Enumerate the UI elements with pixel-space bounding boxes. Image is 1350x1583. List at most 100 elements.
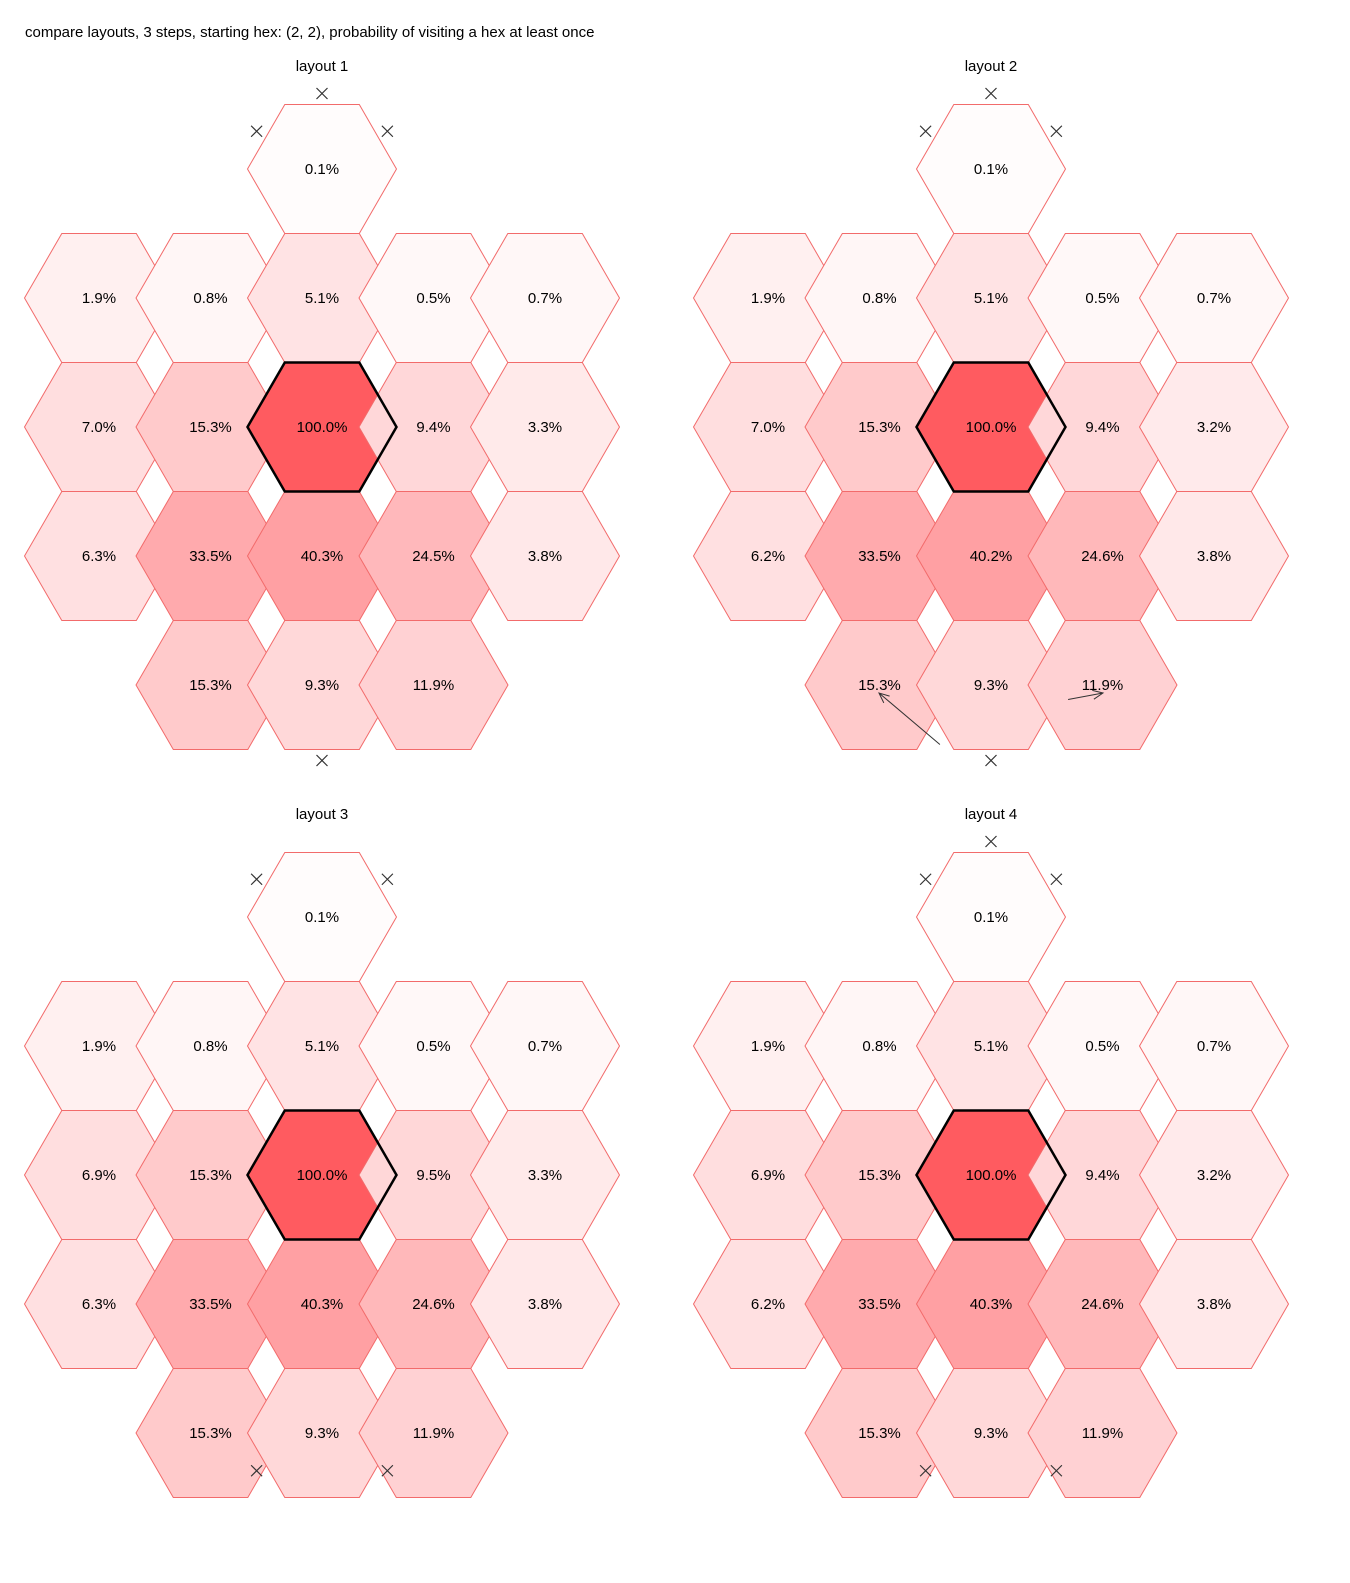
hex-probability: 100.0% — [966, 1167, 1017, 1184]
x-mark-icon — [1050, 873, 1063, 886]
hex-probability: 1.9% — [82, 290, 116, 307]
hex-probability: 0.5% — [416, 1038, 450, 1055]
x-mark-icon — [381, 873, 394, 886]
x-mark-icon — [985, 835, 997, 848]
hex-probability: 24.6% — [1081, 548, 1124, 565]
hex-probability: 0.5% — [1085, 1038, 1119, 1055]
hex-probability: 3.2% — [1197, 1167, 1231, 1184]
hex-probability: 9.3% — [305, 1425, 339, 1442]
x-mark-icon — [919, 1464, 932, 1477]
hex-probability: 33.5% — [189, 548, 232, 565]
hex-probability: 3.8% — [1197, 1296, 1231, 1313]
hex-probability: 9.3% — [974, 677, 1008, 694]
hex-probability: 15.3% — [189, 677, 232, 694]
hex-cell — [358, 620, 509, 750]
hex-probability: 1.9% — [751, 1038, 785, 1055]
page-title: compare layouts, 3 steps, starting hex: … — [25, 24, 595, 41]
hex-probability: 100.0% — [297, 419, 348, 436]
layout-panel-4: layout 4 1.9% 6.9% 6.2% 0.8% 15.3% 33.5% 15.3% 0… — [692, 806, 1290, 1498]
hex-probability: 24.6% — [1081, 1296, 1124, 1313]
hex-probability: 40.3% — [301, 548, 344, 565]
hex-probability: 6.9% — [82, 1167, 116, 1184]
arrow-icon — [1068, 689, 1105, 700]
hex-probability: 0.5% — [416, 290, 450, 307]
hex-cell — [1027, 1368, 1178, 1498]
hex-probability: 0.8% — [862, 290, 896, 307]
layout-panel-3: layout 3 1.9% 6.9% 6.3% 0.8% 15.3% 33.5% 15.3% 0… — [23, 806, 621, 1498]
hex-probability: 0.8% — [862, 1038, 896, 1055]
hex-probability: 5.1% — [305, 1038, 339, 1055]
arrow-icon — [878, 692, 941, 745]
layout-panel-2: layout 2 1.9% 7.0% 6.2% 0.8% 15.3% 33.5% 15.3% 0… — [692, 58, 1290, 767]
hex-probability: 5.1% — [305, 290, 339, 307]
start-hex-outline — [915, 1109, 1067, 1241]
hex-probability: 40.3% — [301, 1296, 344, 1313]
x-mark-icon — [919, 125, 932, 138]
hex-probability: 15.3% — [858, 419, 901, 436]
hex-probability: 5.1% — [974, 290, 1008, 307]
x-mark-icon — [250, 873, 263, 886]
hex-probability: 0.1% — [974, 909, 1008, 926]
hex-probability: 0.7% — [528, 290, 562, 307]
hex-cell — [469, 1239, 621, 1369]
hex-probability: 6.3% — [82, 548, 116, 565]
hex-probability: 0.1% — [305, 161, 339, 178]
hex-probability: 15.3% — [858, 1425, 901, 1442]
hex-probability: 5.1% — [974, 1038, 1008, 1055]
hex-probability: 40.2% — [970, 548, 1013, 565]
hex-probability: 11.9% — [1082, 1425, 1123, 1442]
x-mark-icon — [1050, 125, 1063, 138]
x-mark-icon — [316, 87, 328, 100]
hex-probability: 1.9% — [751, 290, 785, 307]
hex-probability: 15.3% — [189, 1167, 232, 1184]
hex-probability: 40.3% — [970, 1296, 1013, 1313]
layout-title: layout 4 — [965, 806, 1018, 823]
hex-probability: 9.4% — [1085, 1167, 1119, 1184]
hex-cell — [1138, 1239, 1290, 1369]
hex-probability: 24.5% — [412, 548, 455, 565]
hex-probability: 3.3% — [528, 419, 562, 436]
hex-probability: 3.8% — [1197, 548, 1231, 565]
hex-probability: 3.2% — [1197, 419, 1231, 436]
hex-probability: 0.1% — [974, 161, 1008, 178]
hex-probability: 3.8% — [528, 1296, 562, 1313]
hex-probability: 33.5% — [858, 1296, 901, 1313]
x-mark-icon — [1050, 1464, 1063, 1477]
x-mark-icon — [381, 125, 394, 138]
hex-probability: 24.6% — [412, 1296, 455, 1313]
layout-title: layout 2 — [965, 58, 1018, 75]
hex-probability: 15.3% — [858, 677, 901, 694]
hex-cell — [1027, 620, 1178, 750]
hex-probability: 33.5% — [189, 1296, 232, 1313]
hex-cell — [469, 491, 621, 621]
hex-probability: 0.1% — [305, 909, 339, 926]
hex-probability: 15.3% — [189, 419, 232, 436]
hex-probability: 7.0% — [82, 419, 116, 436]
start-hex-outline — [246, 361, 398, 493]
hex-probability: 3.8% — [528, 548, 562, 565]
start-hex-outline — [915, 361, 1067, 493]
hex-probability: 9.4% — [416, 419, 450, 436]
hex-probability: 6.9% — [751, 1167, 785, 1184]
hex-cell — [358, 1368, 509, 1498]
hex-probability: 0.7% — [1197, 290, 1231, 307]
hex-probability: 0.7% — [528, 1038, 562, 1055]
hex-probability: 9.5% — [416, 1167, 450, 1184]
hex-probability: 3.3% — [528, 1167, 562, 1184]
hex-probability: 0.8% — [193, 290, 227, 307]
hex-probability: 0.5% — [1085, 290, 1119, 307]
hex-probability: 11.9% — [1082, 677, 1123, 694]
hex-probability: 100.0% — [966, 419, 1017, 436]
hex-probability: 33.5% — [858, 548, 901, 565]
hex-probability: 9.3% — [974, 1425, 1008, 1442]
x-mark-icon — [250, 1464, 263, 1477]
layout-panel-1: layout 1 1.9% 7.0% 6.3% 0.8% 15.3% 33.5% 15.3% 0… — [23, 58, 621, 767]
layout-title: layout 1 — [296, 58, 349, 75]
hex-probability: 6.2% — [751, 1296, 785, 1313]
x-mark-icon — [919, 873, 932, 886]
layout-title: layout 3 — [296, 806, 349, 823]
hex-probability: 15.3% — [189, 1425, 232, 1442]
hex-probability: 11.9% — [413, 677, 454, 694]
hex-probability: 1.9% — [82, 1038, 116, 1055]
